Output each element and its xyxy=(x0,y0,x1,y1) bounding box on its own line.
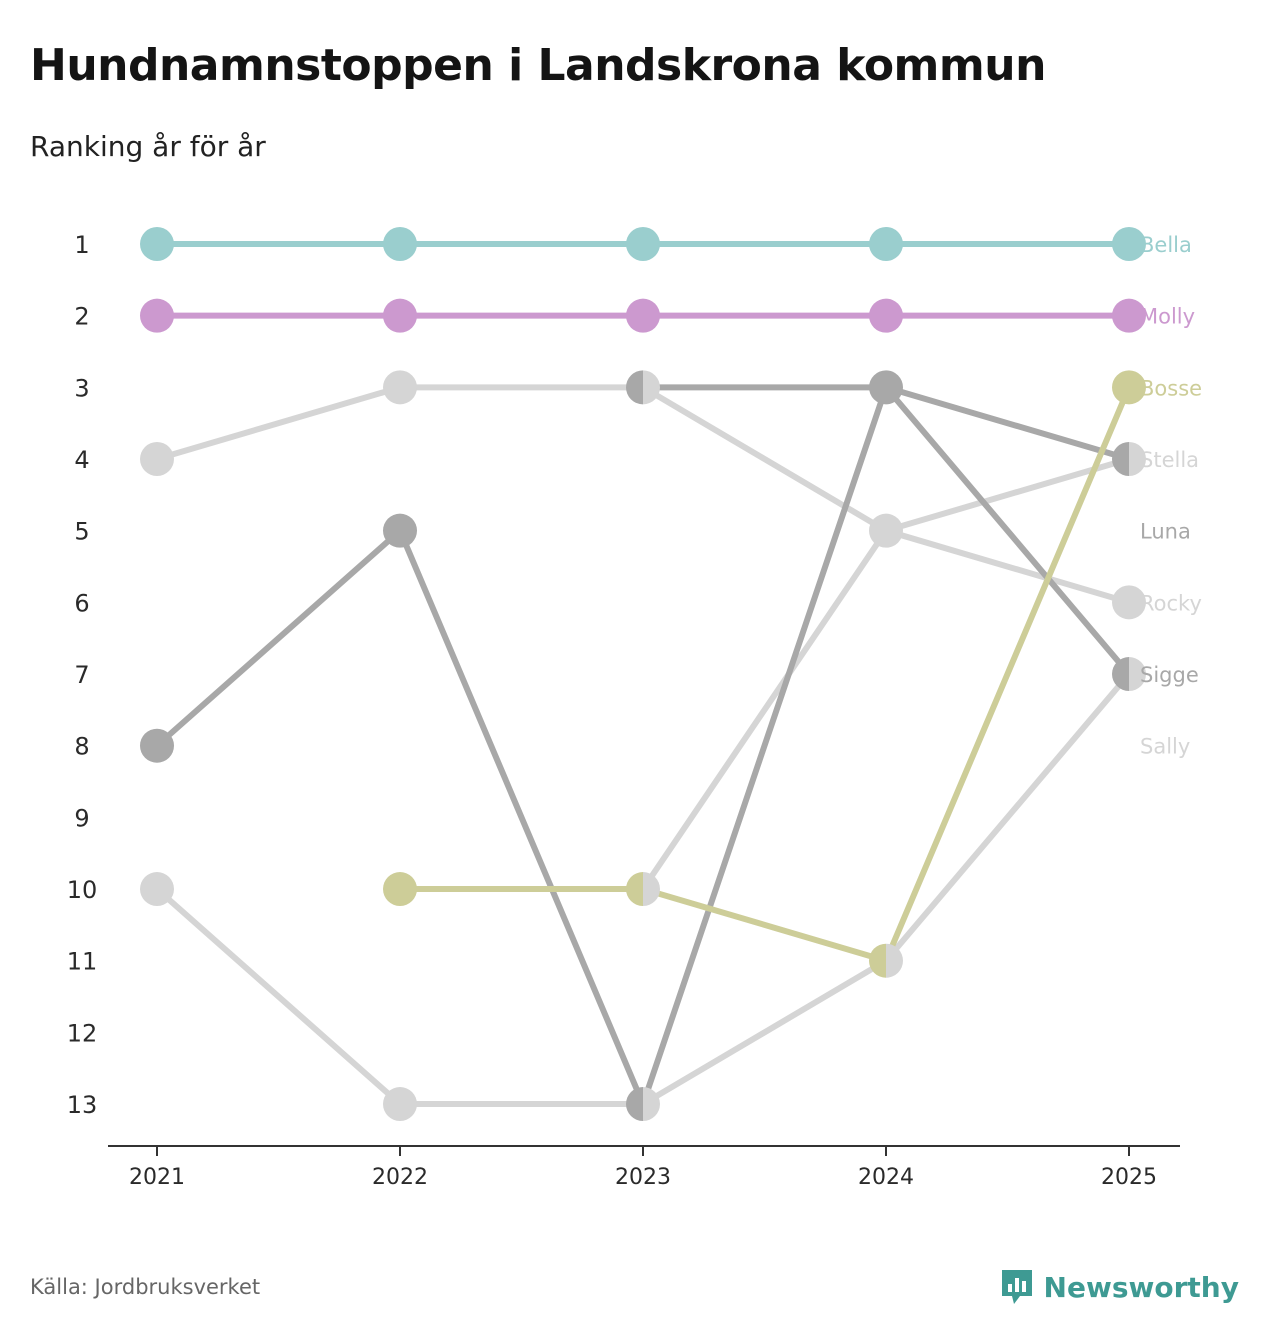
data-point-bosse xyxy=(869,943,886,978)
line-segment-rocky xyxy=(154,384,403,463)
line-segment-rocky xyxy=(640,384,889,534)
data-point-molly xyxy=(626,298,660,333)
line-segment-luna xyxy=(154,527,403,749)
line-segment-sigge xyxy=(883,384,1132,678)
x-tick-label: 2024 xyxy=(858,1165,914,1190)
y-tick-label: 12 xyxy=(67,1019,98,1047)
data-point-bosse xyxy=(383,872,417,907)
data-point-bosse xyxy=(1112,370,1146,405)
data-point-rocky xyxy=(1112,585,1146,620)
y-tick-label: 2 xyxy=(74,303,89,331)
chart-title: Hundnamnstoppen i Landskrona kommun xyxy=(30,40,1046,91)
y-tick-label: 7 xyxy=(74,661,89,689)
data-point-sigge xyxy=(869,370,903,405)
series-points xyxy=(140,227,1146,1122)
data-point-molly xyxy=(383,298,417,333)
data-point-stella xyxy=(1129,442,1146,477)
y-tick-label: 3 xyxy=(74,374,89,402)
series-label-molly: Molly xyxy=(1140,305,1195,329)
data-point-sally xyxy=(140,872,174,907)
y-tick-label: 11 xyxy=(67,948,98,976)
data-point-bella xyxy=(140,227,174,261)
line-segment-bosse xyxy=(883,384,1132,964)
data-point-bella xyxy=(869,227,903,261)
line-segment-sally xyxy=(883,671,1132,964)
x-axis: 2021 2022 2023 2024 2025 xyxy=(108,1145,1180,1190)
y-tick-label: 10 xyxy=(67,876,98,904)
series-label-sigge: Sigge xyxy=(1140,663,1199,687)
data-point-rocky xyxy=(140,442,174,477)
data-point-luna xyxy=(383,513,417,548)
data-point-bella xyxy=(383,227,417,261)
y-tick-label: 5 xyxy=(74,518,89,546)
data-point-sigge xyxy=(1112,657,1129,692)
data-point-luna xyxy=(626,1087,643,1122)
data-point-molly xyxy=(869,298,903,333)
y-tick-label: 8 xyxy=(74,733,89,761)
data-point-molly xyxy=(140,298,174,333)
y-tick-label: 13 xyxy=(67,1091,98,1119)
data-point-sigge xyxy=(626,370,643,405)
line-segment-sally xyxy=(640,957,889,1108)
data-point-rocky xyxy=(643,370,660,405)
data-point-sally xyxy=(1129,657,1146,692)
series-label-bosse: Bosse xyxy=(1140,376,1202,400)
y-tick-label: 6 xyxy=(74,589,89,617)
data-point-sally xyxy=(383,1087,417,1122)
line-segment-luna xyxy=(640,384,889,1108)
line-segment-bosse xyxy=(640,886,889,964)
y-tick-label: 4 xyxy=(74,446,89,474)
data-point-molly xyxy=(1112,298,1146,333)
line-segment-sally xyxy=(154,886,403,1108)
x-tick-label: 2025 xyxy=(1101,1165,1157,1190)
brand-name: Newsworthy xyxy=(1043,1270,1239,1304)
data-point-sally xyxy=(886,943,904,978)
data-point-sally xyxy=(643,1087,660,1122)
data-point-bella xyxy=(626,227,660,261)
x-tick-label: 2021 xyxy=(129,1165,185,1190)
series-label-bella: Bella xyxy=(1140,233,1192,257)
series-label-luna: Luna xyxy=(1140,520,1191,544)
y-tick-label: 1 xyxy=(74,231,89,259)
x-tick-label: 2023 xyxy=(615,1165,671,1190)
data-point-bella xyxy=(1112,227,1146,261)
data-point-rocky xyxy=(869,513,903,548)
series-label-sally: Sally xyxy=(1140,735,1190,759)
series-label-stella: Stella xyxy=(1140,448,1199,472)
newsworthy-chart-icon xyxy=(1001,1270,1032,1304)
data-point-rocky xyxy=(383,370,417,405)
line-segment-stella xyxy=(640,527,889,893)
data-point-bosse xyxy=(626,872,643,907)
end-labels: Bella Molly Bosse Stella Luna Rocky Sigge Sally xyxy=(1140,233,1202,759)
series-label-rocky: Rocky xyxy=(1140,591,1202,615)
y-tick-label: 9 xyxy=(74,804,89,832)
data-point-luna xyxy=(1112,442,1129,477)
chart-subtitle: Ranking år för år xyxy=(30,130,266,163)
source-note: Källa: Jordbruksverket xyxy=(30,1275,261,1299)
series-lines xyxy=(154,241,1132,1108)
line-segment-luna xyxy=(397,527,646,1108)
line-segment-rocky xyxy=(883,527,1132,606)
x-tick-label: 2022 xyxy=(372,1165,428,1190)
data-point-luna xyxy=(140,728,174,763)
data-point-stella xyxy=(643,872,660,907)
line-segment-luna xyxy=(883,384,1132,463)
brand-logo: Newsworthy xyxy=(1000,1268,1239,1306)
line-segment-stella xyxy=(883,456,1132,534)
